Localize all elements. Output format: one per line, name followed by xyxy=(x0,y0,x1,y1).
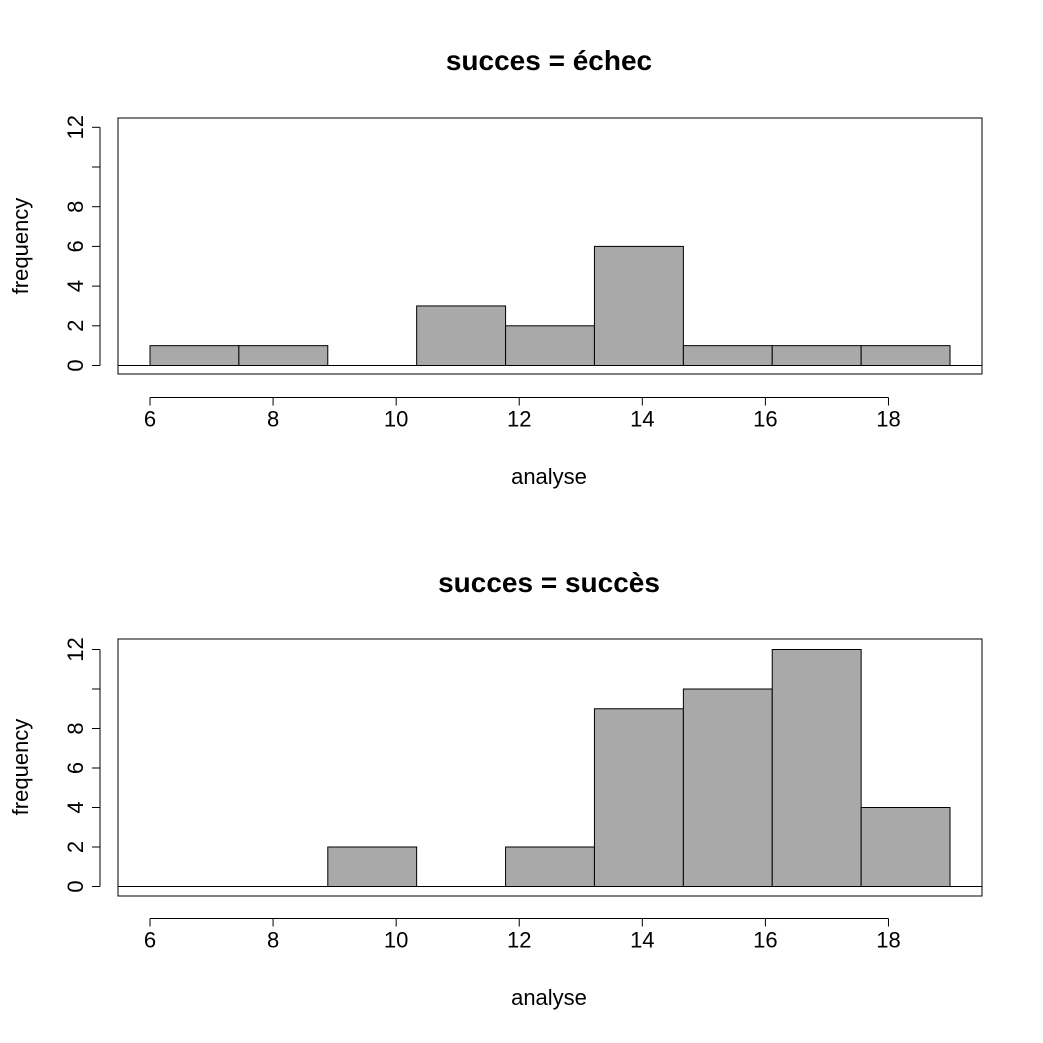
y-axis-label: frequency xyxy=(8,198,33,295)
x-tick-label: 12 xyxy=(507,928,531,953)
y-tick-label: 0 xyxy=(63,359,88,371)
x-tick-label: 8 xyxy=(267,407,279,432)
x-tick-label: 18 xyxy=(876,928,900,953)
x-tick-label: 8 xyxy=(267,928,279,953)
y-tick-label: 6 xyxy=(63,240,88,252)
y-tick-label: 12 xyxy=(63,115,88,139)
x-tick-label: 16 xyxy=(753,407,777,432)
histogram-bar xyxy=(771,649,862,887)
histogram-bar xyxy=(593,708,684,887)
histogram-panel-succes: succes = succès analyse frequency 6 8 10 12… xyxy=(8,567,983,1010)
y-tick-label: 4 xyxy=(63,280,88,292)
x-axis-label: analyse xyxy=(511,985,587,1010)
x-tick-label: 12 xyxy=(507,407,531,432)
histogram-bar xyxy=(771,345,862,366)
y-tick-label: 2 xyxy=(63,841,88,853)
y-tick-label: 4 xyxy=(63,801,88,813)
chart-title: succes = échec xyxy=(446,45,652,76)
histogram-bar xyxy=(682,688,773,887)
histogram-bar xyxy=(505,846,595,887)
histogram-bar xyxy=(149,345,240,366)
plot-box xyxy=(117,638,983,897)
y-axis-label: frequency xyxy=(8,719,33,816)
plot-box xyxy=(117,117,983,375)
x-tick-label: 6 xyxy=(144,407,156,432)
y-tick-label: 2 xyxy=(63,320,88,332)
x-tick-label: 10 xyxy=(384,407,408,432)
histogram-panel-echec: succes = échec analyse frequency 6 8 10 12 1… xyxy=(8,45,983,489)
x-tick-label: 14 xyxy=(630,407,654,432)
histogram-bar xyxy=(505,325,595,366)
y-tick-label: 8 xyxy=(63,201,88,213)
y-tick-label: 8 xyxy=(63,722,88,734)
histogram-bar xyxy=(238,345,329,366)
y-tick-label: 12 xyxy=(63,637,88,661)
y-tick-label: 6 xyxy=(63,762,88,774)
histogram-bar xyxy=(860,345,951,366)
histogram-bar xyxy=(860,807,951,887)
histogram-bar xyxy=(593,245,684,366)
x-axis-label: analyse xyxy=(511,464,587,489)
histogram-bar xyxy=(416,305,507,367)
x-tick-label: 6 xyxy=(144,928,156,953)
x-tick-label: 10 xyxy=(384,928,408,953)
histogram-bar xyxy=(682,345,773,366)
x-tick-label: 14 xyxy=(630,928,654,953)
histogram-bar xyxy=(327,846,418,887)
x-tick-label: 18 xyxy=(876,407,900,432)
chart-title: succes = succès xyxy=(438,567,660,598)
y-tick-label: 0 xyxy=(63,880,88,892)
x-tick-label: 16 xyxy=(753,928,777,953)
